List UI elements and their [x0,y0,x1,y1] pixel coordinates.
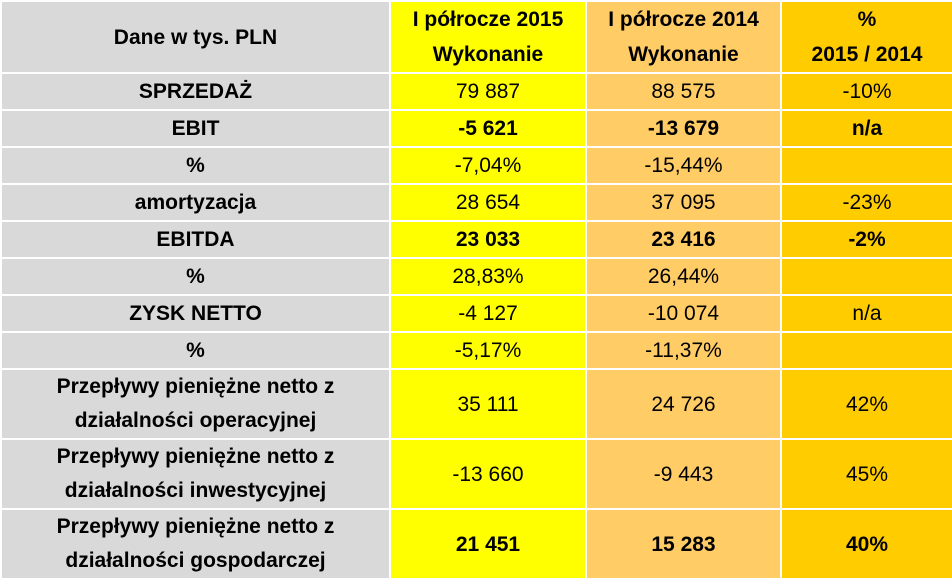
row-label: % [0,331,391,370]
row-label: SPRZEDAŻ [0,72,391,111]
row-label: EBITDA [0,220,391,259]
value-2014: -15,44% [585,146,782,185]
value-pct: n/a [780,109,952,148]
header-2015-title: I półrocze 2015 [412,8,564,31]
table-row-zysk-netto: ZYSK NETTO -4 127 -10 074 n/a [0,294,952,333]
value-pct: 40% [780,508,952,580]
value-pct: -23% [780,183,952,222]
table-row-ebitda-margin: % 28,83% 26,44% [0,257,952,296]
row-label: Przepływy pieniężne netto z działalności … [0,508,391,580]
row-label: ZYSK NETTO [0,294,391,333]
value-2015: 79 887 [389,72,587,111]
row-label-line2: działalności gospodarczej [65,549,326,572]
value-2014: 15 283 [585,508,782,580]
value-pct [780,331,952,370]
table-row-ebit: EBIT -5 621 -13 679 n/a [0,109,952,148]
value-2015: 28,83% [389,257,587,296]
header-2014-title: I półrocze 2014 [608,8,759,31]
row-label: Przepływy pieniężne netto z działalności … [0,368,391,440]
row-label: EBIT [0,109,391,148]
value-2015: -5,17% [389,331,587,370]
row-label-line2: działalności inwestycyjnej [64,479,327,502]
header-2015-subtitle: Wykonanie [432,43,544,66]
value-2014: -13 679 [585,109,782,148]
value-pct: n/a [780,294,952,333]
table-row-cf-investing: Przepływy pieniężne netto z działalności … [0,438,952,510]
value-2014: -11,37% [585,331,782,370]
value-2014: 37 095 [585,183,782,222]
value-2015: -5 621 [389,109,587,148]
value-2014: -9 443 [585,438,782,510]
header-pct-cell: % 2015 / 2014 [780,0,952,74]
value-pct [780,146,952,185]
table-row-ebitda: EBITDA 23 033 23 416 -2% [0,220,952,259]
value-pct: 45% [780,438,952,510]
value-2014: 26,44% [585,257,782,296]
row-label-line2: działalności operacyjnej [74,409,317,432]
value-2015: 21 451 [389,508,587,580]
value-2015: 28 654 [389,183,587,222]
value-2015: -13 660 [389,438,587,510]
row-label: Przepływy pieniężne netto z działalności … [0,438,391,510]
header-2014-subtitle: Wykonanie [628,43,739,66]
header-row: Dane w tys. PLN I półrocze 2015 Wykonanie… [0,0,952,74]
table-row-sprzedaz: SPRZEDAŻ 79 887 88 575 -10% [0,72,952,111]
value-pct: -10% [780,72,952,111]
value-2015: -7,04% [389,146,587,185]
table-row-cf-operating: Przepływy pieniężne netto z działalności … [0,368,952,440]
value-pct: 42% [780,368,952,440]
table-row-ebit-margin: % -7,04% -15,44% [0,146,952,185]
table-row-amortyzacja: amortyzacja 28 654 37 095 -23% [0,183,952,222]
value-2014: -10 074 [585,294,782,333]
value-2014: 24 726 [585,368,782,440]
header-pct-subtitle: 2015 / 2014 [811,43,923,66]
table-row-cf-total: Przepływy pieniężne netto z działalności … [0,508,952,580]
value-pct [780,257,952,296]
header-2015-cell: I półrocze 2015 Wykonanie [389,0,587,74]
value-2015: 23 033 [389,220,587,259]
table-row-net-margin: % -5,17% -11,37% [0,331,952,370]
value-2014: 23 416 [585,220,782,259]
value-2015: -4 127 [389,294,587,333]
row-label-line1: Przepływy pieniężne netto z [56,445,335,468]
value-pct: -2% [780,220,952,259]
header-2014-cell: I półrocze 2014 Wykonanie [585,0,782,74]
row-label: amortyzacja [0,183,391,222]
value-2015: 35 111 [389,368,587,440]
header-pct-title: % [857,8,877,31]
row-label-line1: Przepływy pieniężne netto z [56,515,335,538]
row-label: % [0,257,391,296]
header-label-cell: Dane w tys. PLN [0,0,391,74]
row-label: % [0,146,391,185]
value-2014: 88 575 [585,72,782,111]
row-label-line1: Przepływy pieniężne netto z [56,375,335,398]
